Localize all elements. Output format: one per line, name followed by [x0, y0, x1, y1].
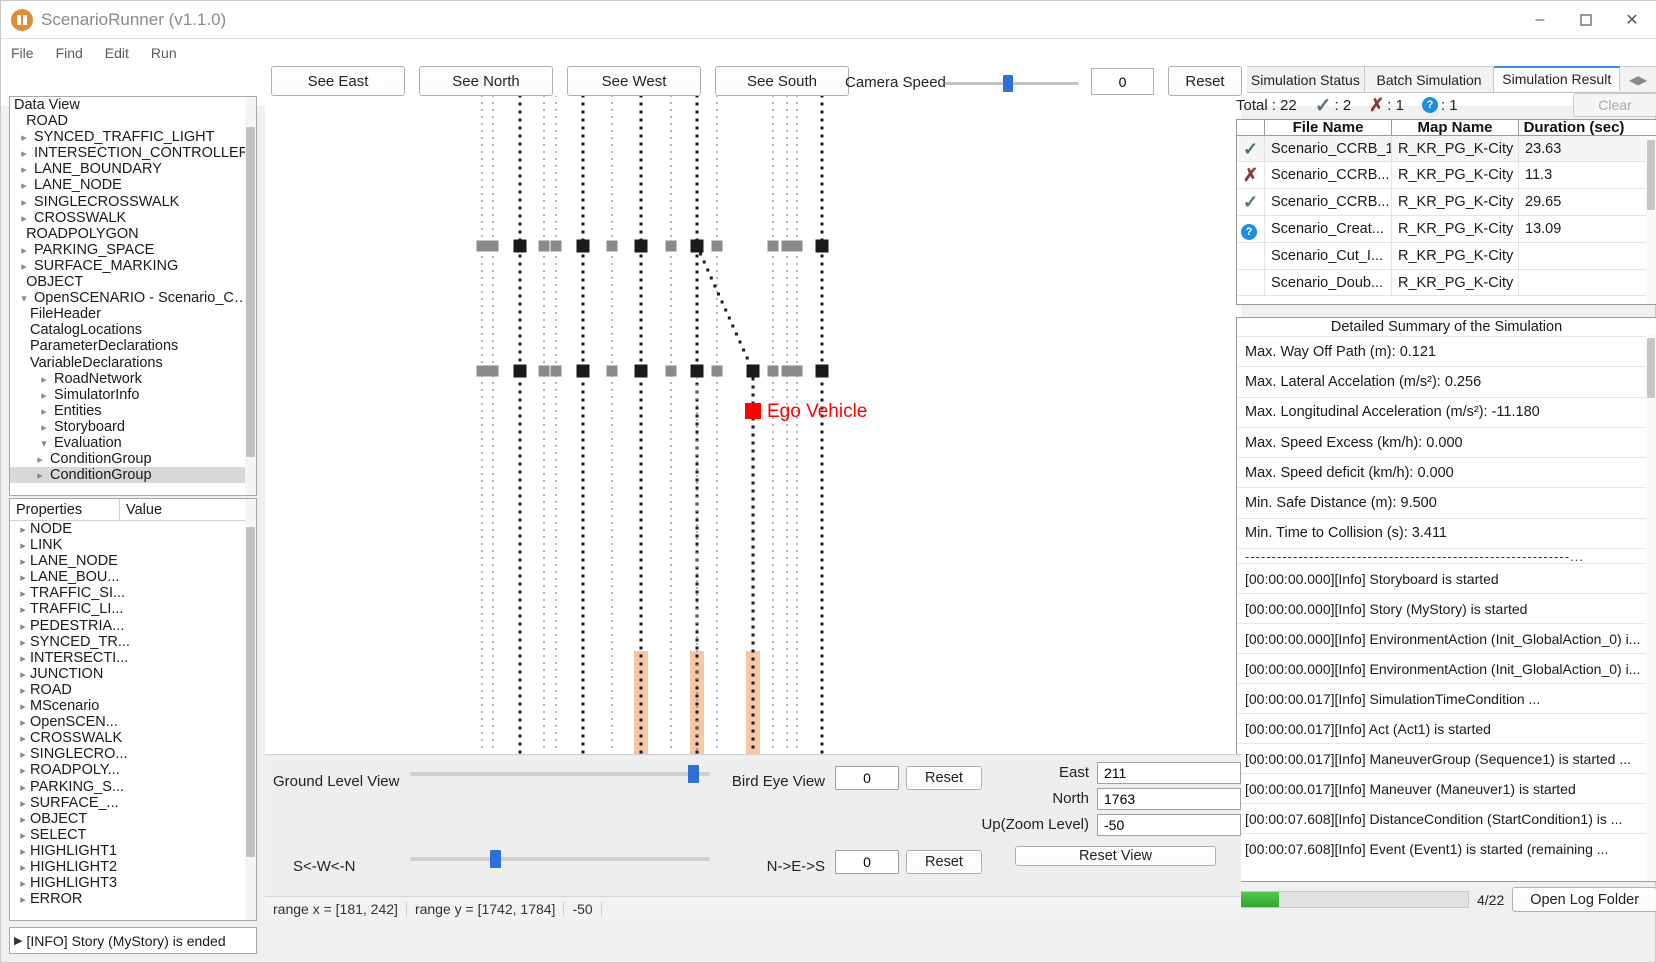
svg-text:Ego Vehicle: Ego Vehicle	[767, 401, 867, 422]
